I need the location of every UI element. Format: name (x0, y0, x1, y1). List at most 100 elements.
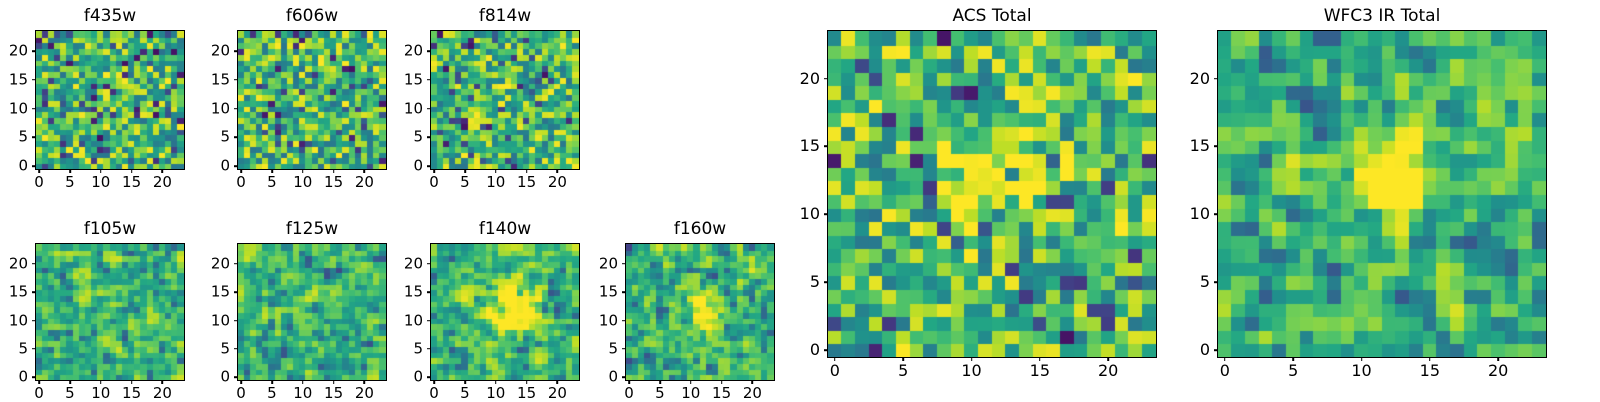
y-tick-label: 10 (403, 311, 423, 329)
y-tick-mark (32, 263, 36, 265)
x-tick-mark (130, 169, 133, 173)
y-tick-mark (234, 319, 238, 322)
y-tick-mark (427, 136, 431, 139)
panel-title: f435w (83, 6, 137, 27)
x-tick-label: 15 (324, 384, 344, 402)
x-tick-label: 10 (91, 384, 111, 402)
x-tick-label: 10 (961, 361, 982, 380)
x-tick-mark (130, 380, 133, 384)
x-tick-mark (720, 380, 723, 384)
panel-title: f125w (285, 219, 339, 240)
y-tick-mark (32, 165, 36, 167)
y-tick-label: 20 (210, 254, 230, 273)
x-tick-label: 10 (486, 173, 506, 191)
x-tick-mark (1360, 357, 1363, 361)
y-tick-label: 0 (809, 340, 820, 360)
y-tick-mark (32, 291, 36, 293)
y-tick-mark (824, 213, 828, 216)
x-tick-mark (240, 169, 242, 173)
y-tick-label: 10 (403, 99, 423, 118)
x-tick-label: 20 (152, 384, 172, 402)
y-tick-label: 0 (413, 156, 423, 175)
y-tick-mark (427, 319, 431, 322)
y-tick-label: 15 (8, 282, 28, 301)
x-tick-mark (332, 380, 335, 384)
x-tick-mark (332, 169, 335, 173)
x-tick-mark (659, 380, 661, 384)
y-tick-label: 15 (403, 70, 423, 89)
panel-title: f814w (478, 6, 532, 27)
y-tick-mark (427, 376, 431, 378)
y-tick-mark (234, 50, 238, 52)
y-tick-mark (824, 281, 828, 284)
x-tick-label: 10 (681, 384, 701, 402)
heatmap-canvas (238, 244, 386, 380)
y-tick-label: 10 (8, 311, 28, 329)
x-tick-label: 5 (898, 361, 909, 380)
x-tick-label: 0 (34, 173, 44, 191)
y-tick-mark (234, 107, 238, 110)
x-tick-label: 0 (829, 361, 840, 380)
x-tick-label: 15 (324, 173, 344, 191)
x-tick-mark (301, 169, 304, 173)
x-tick-mark (834, 357, 836, 361)
x-tick-mark (240, 380, 242, 384)
y-tick-label: 15 (210, 70, 230, 89)
x-tick-mark (38, 169, 40, 173)
y-tick-label: 5 (18, 127, 28, 146)
y-tick-label: 10 (210, 311, 230, 329)
panel-acs-total: ACS Total 0 5 10 15 20 0 5 10 15 20 (800, 7, 1157, 379)
x-tick-mark (1039, 357, 1041, 361)
panel-f125w: f125w 0 5 10 15 20 0 5 10 15 20 (211, 220, 387, 401)
y-tick-mark (234, 165, 238, 167)
x-tick-label: 20 (1487, 361, 1509, 380)
heatmap-canvas (1218, 31, 1546, 357)
panel-f606w: f606w 0 5 10 15 20 0 5 10 15 20 (211, 7, 387, 190)
x-tick-label: 5 (460, 384, 470, 402)
y-tick-mark (427, 107, 431, 110)
y-tick-label: 5 (220, 339, 230, 358)
x-tick-label: 0 (624, 384, 634, 402)
x-tick-label: 0 (429, 173, 439, 191)
y-tick-label: 15 (8, 70, 28, 89)
y-tick-mark (32, 107, 36, 110)
heatmap-canvas (36, 31, 184, 169)
x-tick-label: 5 (655, 384, 665, 402)
y-tick-mark (427, 50, 431, 52)
x-tick-mark (301, 380, 304, 384)
x-tick-label: 15 (712, 384, 732, 402)
y-tick-label: 0 (18, 156, 28, 175)
x-tick-label: 10 (91, 173, 111, 191)
y-tick-mark (622, 319, 626, 322)
y-tick-label: 0 (220, 156, 230, 175)
y-tick-mark (32, 376, 36, 378)
x-tick-label: 10 (1351, 361, 1372, 380)
x-tick-mark (1497, 357, 1499, 361)
x-tick-mark (525, 380, 528, 384)
x-tick-label: 0 (34, 384, 44, 402)
y-tick-mark (1214, 349, 1218, 351)
x-tick-mark (363, 169, 366, 173)
heatmap-canvas (36, 244, 184, 380)
y-tick-label: 15 (403, 282, 423, 301)
y-tick-label: 10 (210, 99, 230, 118)
x-tick-mark (494, 380, 497, 384)
y-tick-label: 15 (1189, 136, 1210, 156)
panel-f435w: f435w 0 5 10 15 20 0 5 10 15 20 (9, 7, 185, 190)
x-tick-mark (751, 380, 754, 384)
x-tick-label: 20 (152, 173, 172, 191)
x-tick-mark (69, 380, 71, 384)
y-tick-label: 20 (403, 41, 423, 60)
y-tick-label: 15 (598, 282, 618, 301)
x-tick-mark (99, 380, 102, 384)
x-tick-label: 5 (65, 384, 75, 402)
y-tick-label: 0 (18, 367, 28, 386)
heatmap-canvas (431, 244, 579, 380)
x-tick-mark (556, 169, 559, 173)
y-tick-label: 0 (1199, 340, 1210, 360)
y-tick-label: 5 (809, 272, 820, 292)
x-tick-mark (69, 169, 71, 173)
x-tick-label: 15 (122, 384, 142, 402)
x-tick-label: 10 (293, 173, 313, 191)
